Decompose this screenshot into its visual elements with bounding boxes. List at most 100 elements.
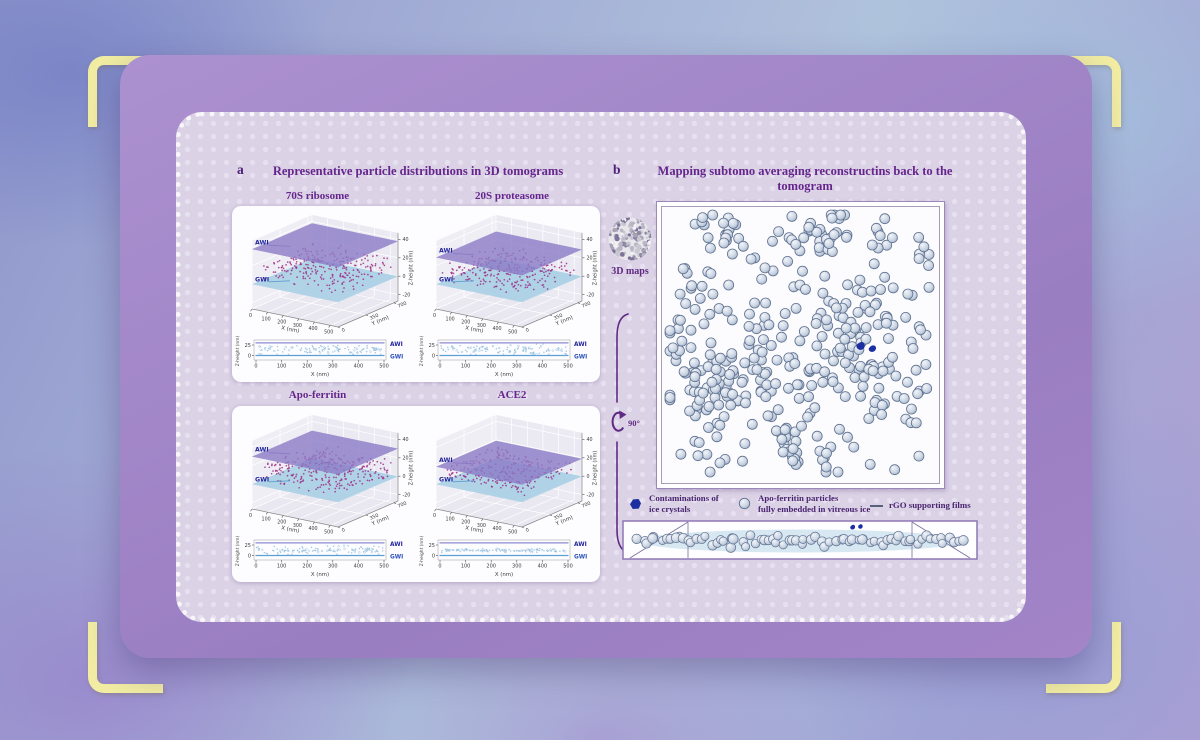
svg-text:300: 300 bbox=[512, 364, 522, 370]
panel-b-label: b bbox=[613, 162, 621, 177]
svg-text:400: 400 bbox=[308, 526, 317, 532]
tomogram-particle-map bbox=[664, 209, 935, 478]
3d-maps-density-icon bbox=[608, 217, 652, 261]
svg-text:300: 300 bbox=[477, 523, 486, 529]
svg-text:Z-height (nm): Z-height (nm) bbox=[235, 336, 241, 366]
svg-text:100: 100 bbox=[277, 364, 287, 370]
svg-text:0: 0 bbox=[432, 353, 435, 359]
svg-text:500: 500 bbox=[563, 364, 573, 370]
svg-text:700: 700 bbox=[397, 300, 408, 309]
svg-text:AWI: AWI bbox=[390, 542, 403, 548]
rgo-film-line-icon bbox=[870, 505, 883, 507]
svg-text:100: 100 bbox=[461, 364, 471, 370]
apo-ferritin-sphere-icon bbox=[738, 497, 751, 510]
svg-text:400: 400 bbox=[538, 564, 548, 570]
svg-text:200: 200 bbox=[461, 320, 470, 326]
svg-text:GWI: GWI bbox=[574, 555, 587, 561]
svg-text:Z-height (nm): Z-height (nm) bbox=[235, 536, 241, 566]
plot-column-ace2: 0 100 200 300 400 500 X (nm) 0 350 700 Y (nm) -20 0 2… bbox=[416, 406, 600, 582]
rotate-arrowhead-icon bbox=[619, 410, 627, 419]
svg-text:Z-height (nm): Z-height (nm) bbox=[409, 251, 415, 286]
svg-text:200: 200 bbox=[277, 320, 286, 326]
panel-b-title: Mapping subtomo averaging reconstructins… bbox=[657, 164, 953, 193]
svg-text:200: 200 bbox=[461, 520, 470, 526]
svg-text:200: 200 bbox=[277, 520, 286, 526]
svg-text:300: 300 bbox=[512, 564, 522, 570]
svg-text:20: 20 bbox=[403, 456, 409, 462]
svg-text:25: 25 bbox=[429, 543, 435, 549]
tomogram-inner-border bbox=[661, 206, 940, 484]
svg-text:350: 350 bbox=[369, 513, 380, 522]
svg-text:0: 0 bbox=[525, 527, 530, 534]
svg-text:AWI: AWI bbox=[390, 342, 403, 348]
svg-text:-20: -20 bbox=[403, 492, 411, 498]
legend-ice-line2: ice crystals bbox=[649, 503, 691, 514]
svg-text:AWI: AWI bbox=[574, 342, 587, 348]
corner-bracket-top-left bbox=[88, 56, 163, 127]
svg-text:0: 0 bbox=[433, 513, 436, 519]
panel-a-title: Representative particle distributions in… bbox=[272, 164, 564, 178]
svg-text:Z-height (nm): Z-height (nm) bbox=[593, 251, 599, 286]
strip-plot-ace2: 25 0 Z-height (nm) 0 100 200 300 400 500 X (nm) AW… bbox=[419, 536, 587, 578]
svg-text:Z-height (nm): Z-height (nm) bbox=[593, 451, 599, 486]
svg-text:X (nm): X (nm) bbox=[281, 525, 300, 534]
tomogram-frame bbox=[656, 201, 945, 489]
svg-text:X (nm): X (nm) bbox=[495, 572, 513, 578]
svg-text:100: 100 bbox=[446, 516, 455, 522]
svg-text:0: 0 bbox=[403, 274, 406, 280]
corner-bracket-bottom-right bbox=[1046, 622, 1121, 693]
svg-text:200: 200 bbox=[486, 564, 496, 570]
svg-text:400: 400 bbox=[354, 364, 364, 370]
plot-column-apo-ferritin: 0 100 200 300 400 500 X (nm) 0 350 700 Y (nm) -20 0 2… bbox=[232, 406, 416, 582]
svg-text:AWI: AWI bbox=[255, 239, 269, 246]
svg-text:Z-height (nm): Z-height (nm) bbox=[409, 451, 415, 486]
svg-text:100: 100 bbox=[262, 516, 271, 522]
svg-text:Z-height (nm): Z-height (nm) bbox=[419, 336, 425, 366]
plot-card-row2: 0 100 200 300 400 500 X (nm) 0 350 700 Y (nm) -20 0 2… bbox=[232, 406, 600, 582]
panel-a-label: a bbox=[237, 162, 244, 177]
svg-text:GWI: GWI bbox=[574, 355, 587, 361]
bracket-upper-curve bbox=[616, 313, 629, 403]
svg-text:100: 100 bbox=[277, 564, 287, 570]
subtitle-20s-proteasome: 20S proteasome bbox=[474, 190, 550, 202]
svg-text:200: 200 bbox=[486, 364, 496, 370]
plot-card-row1: 0 100 200 300 400 500 X (nm) 0 350 700 Y (nm) -20 0 2… bbox=[232, 206, 600, 382]
svg-text:700: 700 bbox=[397, 500, 408, 509]
svg-text:0: 0 bbox=[254, 564, 257, 570]
legend-apo-line1: Apo-ferritin particles bbox=[758, 493, 839, 503]
svg-text:500: 500 bbox=[379, 564, 389, 570]
legend-item-rgo-films: rGO supporting films bbox=[870, 500, 971, 511]
svg-text:500: 500 bbox=[508, 329, 517, 335]
svg-text:AWI: AWI bbox=[255, 447, 269, 454]
legend-item-ice-crystals: Contaminations of ice crystals bbox=[630, 493, 719, 514]
svg-text:0: 0 bbox=[254, 364, 257, 370]
svg-text:-20: -20 bbox=[587, 492, 595, 498]
legend-item-apo-ferritin: Apo-ferritin particles fully embedded in… bbox=[738, 493, 870, 514]
svg-text:300: 300 bbox=[328, 564, 338, 570]
svg-text:0: 0 bbox=[432, 553, 435, 559]
subtitle-apo-ferritin: Apo-ferritin bbox=[288, 389, 347, 401]
svg-text:0: 0 bbox=[438, 564, 441, 570]
svg-text:200: 200 bbox=[302, 564, 312, 570]
svg-text:GWI: GWI bbox=[439, 476, 453, 483]
svg-text:500: 500 bbox=[379, 364, 389, 370]
svg-text:700: 700 bbox=[581, 500, 592, 509]
legend-ice-line1: Contaminations of bbox=[649, 493, 719, 503]
svg-text:0: 0 bbox=[341, 527, 346, 534]
svg-text:-20: -20 bbox=[403, 292, 411, 298]
svg-text:350: 350 bbox=[553, 513, 564, 522]
svg-text:0: 0 bbox=[248, 553, 251, 559]
svg-text:0: 0 bbox=[438, 364, 441, 370]
svg-text:X (nm): X (nm) bbox=[311, 572, 329, 578]
svg-text:500: 500 bbox=[508, 529, 517, 535]
svg-text:400: 400 bbox=[492, 326, 501, 332]
svg-text:AWI: AWI bbox=[439, 457, 453, 464]
svg-text:400: 400 bbox=[492, 526, 501, 532]
ice-crystal-marker-icon bbox=[630, 499, 641, 509]
svg-text:Z-height (nm): Z-height (nm) bbox=[419, 536, 425, 566]
svg-text:200: 200 bbox=[302, 364, 312, 370]
svg-text:40: 40 bbox=[587, 237, 593, 243]
svg-text:350: 350 bbox=[553, 313, 564, 322]
